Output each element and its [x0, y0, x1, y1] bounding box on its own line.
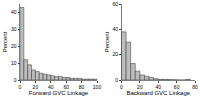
- svg-text:60: 60: [174, 84, 180, 90]
- svg-text:40: 40: [112, 26, 118, 32]
- svg-text:20: 20: [112, 51, 118, 57]
- svg-text:20: 20: [33, 84, 39, 90]
- svg-text:20: 20: [11, 43, 17, 49]
- svg-text:40: 40: [48, 84, 54, 90]
- svg-text:0: 0: [115, 77, 118, 83]
- svg-text:Backward GVC Linkage: Backward GVC Linkage: [126, 90, 190, 96]
- svg-text:40: 40: [11, 9, 17, 15]
- svg-text:10: 10: [11, 60, 17, 66]
- svg-text:0: 0: [14, 77, 17, 83]
- svg-text:80: 80: [79, 84, 85, 90]
- svg-text:30: 30: [11, 26, 17, 32]
- svg-text:80: 80: [192, 84, 198, 90]
- svg-text:40: 40: [155, 84, 161, 90]
- svg-text:Percent: Percent: [2, 31, 8, 52]
- svg-text:0: 0: [120, 84, 123, 90]
- svg-text:Percent: Percent: [104, 31, 110, 52]
- svg-text:0: 0: [19, 84, 22, 90]
- svg-text:100: 100: [93, 84, 102, 90]
- svg-text:60: 60: [112, 1, 118, 7]
- svg-text:Forward GVC Linkage: Forward GVC Linkage: [29, 90, 89, 96]
- svg-text:20: 20: [137, 84, 143, 90]
- svg-text:60: 60: [63, 84, 69, 90]
